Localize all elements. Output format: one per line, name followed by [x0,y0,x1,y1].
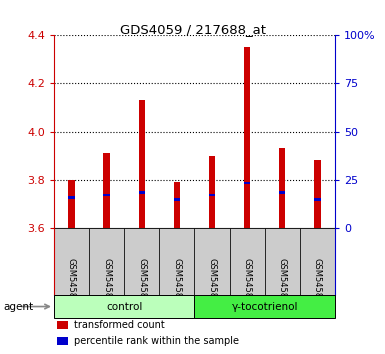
Bar [194,295,335,318]
Bar [139,100,145,228]
Bar [209,194,215,196]
Bar [139,191,145,194]
Bar [279,148,285,228]
Bar [229,228,265,295]
Bar [124,228,159,295]
Bar [194,228,229,295]
Text: GSM545868: GSM545868 [313,258,322,309]
Text: GSM545862: GSM545862 [102,258,111,309]
Bar [174,198,180,201]
Bar [89,228,124,295]
Bar [244,47,250,228]
Text: transformed count: transformed count [74,320,164,330]
Text: GSM545861: GSM545861 [67,258,76,309]
Text: GSM545866: GSM545866 [243,258,252,309]
Bar [209,156,215,228]
Text: GSM545867: GSM545867 [278,258,287,309]
Bar [314,198,321,201]
Text: GSM545865: GSM545865 [208,258,216,309]
Bar [68,179,75,228]
Text: control: control [106,302,142,312]
Text: γ-tocotrienol: γ-tocotrienol [231,302,298,312]
Bar [104,153,110,228]
Bar [159,228,194,295]
Bar [300,228,335,295]
Text: GDS4059 / 217688_at: GDS4059 / 217688_at [119,23,266,36]
Text: GSM545864: GSM545864 [172,258,181,309]
Bar [57,337,68,344]
Bar [57,321,68,329]
Text: GSM545863: GSM545863 [137,258,146,309]
Text: agent: agent [4,302,34,312]
Bar [54,228,89,295]
Bar [104,194,110,196]
Text: percentile rank within the sample: percentile rank within the sample [74,336,239,346]
Bar [68,196,75,199]
Bar [314,160,321,228]
Bar [54,295,194,318]
Bar [279,191,285,194]
Bar [174,182,180,228]
Bar [244,182,250,184]
Bar [264,228,300,295]
